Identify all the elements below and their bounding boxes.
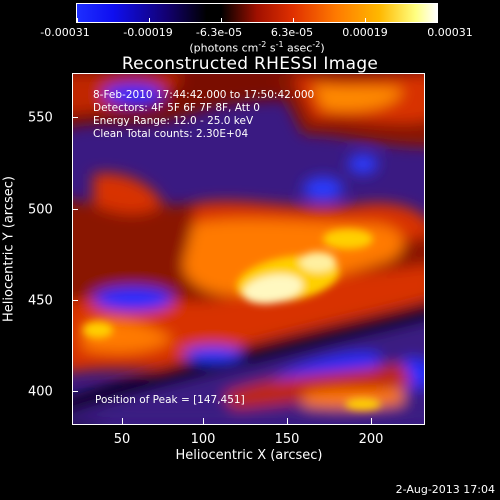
x-axis-tick [203,418,204,424]
colorbar [76,3,438,23]
x-tick-label: 50 [113,432,131,447]
y-tick-label: 450 [28,293,53,309]
colorbar-tick [221,18,222,22]
colorbar-tick [365,18,366,22]
colorbar-tick [436,18,437,22]
x-axis-tick [122,418,123,424]
peak-position-label: Position of Peak = [147,451] [95,394,245,406]
colorbar-tick-label: 0.00019 [342,26,388,39]
colorbar-tick [293,18,294,22]
y-axis-tick [72,209,78,210]
x-axis-title: Heliocentric X (arcsec) [175,448,323,463]
y-tick-label: 500 [28,202,53,218]
colorbar-tick-label: -0.00031 [40,26,90,39]
colorbar-units: (photons cm-2 s-1 asec-2) [189,40,325,55]
x-axis-tick [371,418,372,424]
x-axis-tick [287,418,288,424]
time-range-label: 8-Feb-2010 17:44:42.000 to 17:50:42.000 [93,89,315,101]
colorbar-tick-label: -6.3e-05 [195,26,243,39]
rhessi-intensity-map [73,74,424,424]
detectors-label: Detectors: 4F 5F 6F 7F 8F, Att 0 [93,102,260,114]
algorithm-counts-label: Clean Total counts: 2.30E+04 [93,128,249,140]
colorbar-tick [77,18,78,22]
plot-title: Reconstructed RHESSI Image [121,54,379,74]
y-axis-tick [72,300,78,301]
y-tick-label: 550 [28,110,53,126]
x-tick-label: 150 [274,432,300,447]
colorbar-tick-label: -0.00019 [123,26,173,39]
energy-range-label: Energy Range: 12.0 - 25.0 keV [93,115,254,127]
colorbar-tick-label: 6.3e-05 [270,26,314,39]
colorbar-tick [149,18,150,22]
y-axis-tick [72,117,78,118]
colorbar-tick-label: 0.00031 [427,26,473,39]
x-tick-label: 100 [190,432,216,447]
y-tick-label: 400 [28,384,53,400]
y-axis-tick [72,391,78,392]
y-axis-title: Heliocentric Y (arcsec) [1,176,17,322]
x-tick-label: 200 [358,432,384,447]
date-stamp: 2-Aug-2013 17:04 [395,483,495,496]
rhessi-image-plot: 8-Feb-2010 17:44:42.000 to 17:50:42.000 … [72,73,425,425]
